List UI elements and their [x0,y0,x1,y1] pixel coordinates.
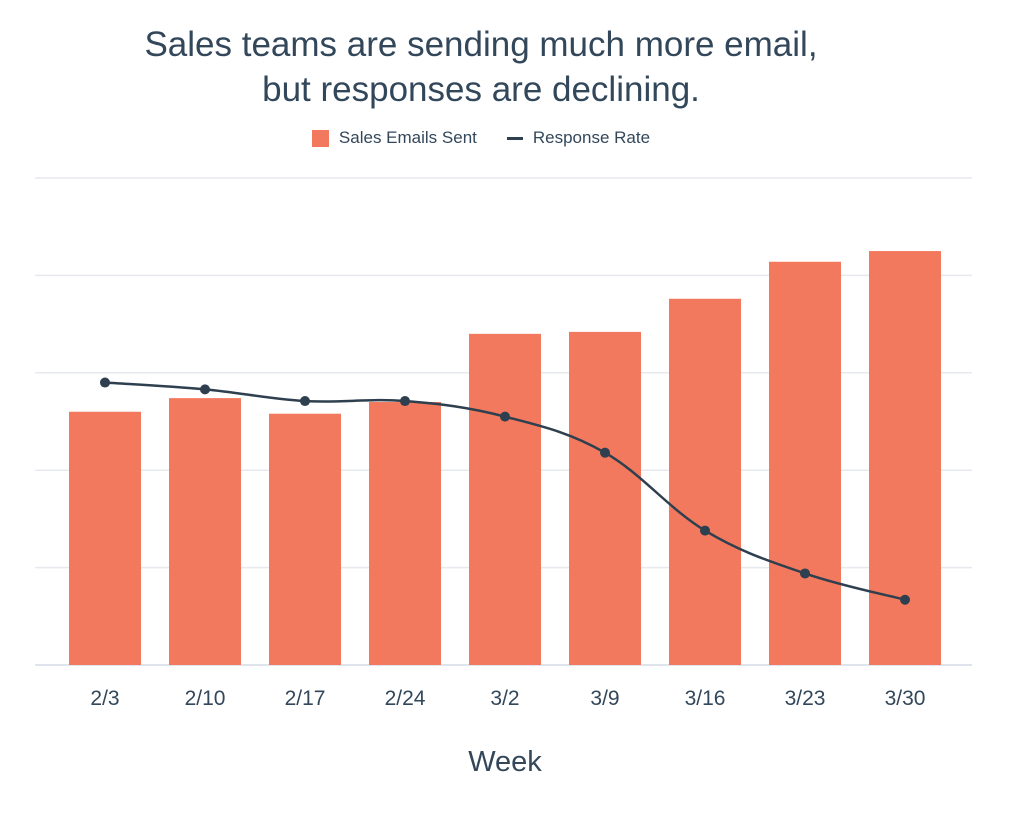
bar-2-17 [269,413,341,665]
response-rate-point-3-23 [800,568,810,579]
bar-3-16 [669,298,741,665]
bar-2-10 [169,398,241,665]
response-rate-point-2-10 [200,384,210,395]
legend-item-sales-emails-sent: Sales Emails Sent [311,128,477,148]
response-rate-point-3-9 [600,447,610,458]
chart-legend: Sales Emails Sent Response Rate [0,128,962,148]
chart-title-line-2: but responses are declining. [262,70,700,109]
x-tick-label: 3/30 [885,687,926,710]
legend-label-response-rate: Response Rate [532,128,651,147]
response-rate-point-2-17 [300,396,310,407]
response-rate-point-3-16 [700,525,710,536]
bar-2-3 [69,411,141,665]
x-tick-label: 3/2 [490,687,519,710]
legend-label-sales-emails-sent: Sales Emails Sent [338,128,477,147]
bar-2-24 [369,402,441,665]
bar-3-23 [769,261,841,665]
chart-title: Sales teams are sending much more email,… [0,22,962,112]
bar-3-2 [469,333,541,665]
x-tick-label: 2/3 [90,687,119,710]
x-tick-label: 3/16 [685,687,726,710]
legend-line-swatch [506,136,523,140]
response-rate-point-2-24 [400,396,410,407]
x-tick-label: 3/23 [785,687,826,710]
legend-bar-swatch [311,129,329,147]
x-tick-label: 3/9 [590,687,619,710]
x-axis-title: Week [468,746,542,778]
legend-item-response-rate: Response Rate [506,128,651,148]
response-rate-point-3-2 [500,411,510,422]
response-rate-point-2-3 [100,377,110,388]
x-tick-label: 2/17 [285,687,326,710]
chart-title-line-1: Sales teams are sending much more email, [144,25,818,64]
x-tick-label: 2/10 [185,687,226,710]
x-tick-label: 2/24 [385,687,426,710]
bar-3-9 [569,331,641,665]
response-rate-point-3-30 [900,594,910,605]
